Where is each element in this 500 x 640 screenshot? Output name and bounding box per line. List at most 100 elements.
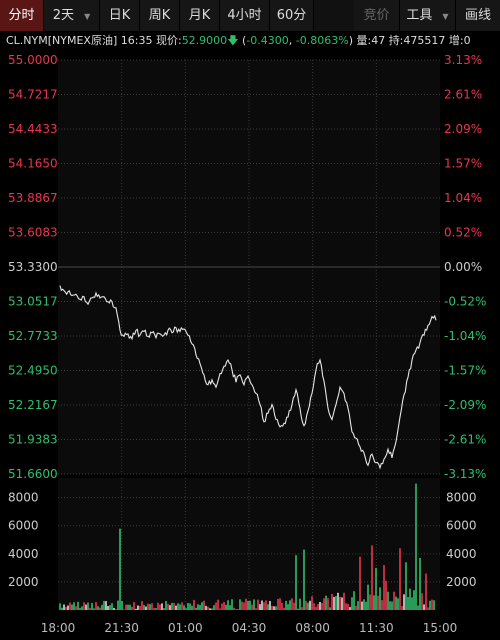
volume-bar (395, 596, 397, 610)
volume-bar (407, 597, 409, 610)
price-tick-label: 51.9383 (8, 433, 58, 447)
volume-bar (187, 603, 189, 610)
volume-bar (103, 600, 105, 610)
volume-bar (277, 598, 279, 610)
volume-bar (169, 605, 171, 610)
price-tick-label: 52.7733 (8, 329, 58, 343)
percent-tick-label: -3.13% (444, 467, 486, 481)
volume-bar (393, 591, 395, 610)
volume-bar (243, 602, 245, 610)
volume-bar (349, 607, 351, 610)
volume-bar (309, 600, 311, 610)
time-tick-label: 15:00 (423, 621, 458, 635)
volume-bar (257, 599, 259, 610)
percent-tick-label: 1.04% (444, 191, 482, 205)
volume-bar (143, 604, 145, 610)
price-tick-label: 54.7217 (8, 88, 58, 102)
volume-bar (319, 602, 321, 610)
volume-bar (165, 601, 167, 610)
volume-bar (425, 573, 427, 610)
volume-bar (163, 608, 165, 610)
volume-bar (399, 548, 401, 610)
volume-bar (413, 590, 415, 610)
volume-bar (173, 602, 175, 610)
volume-bar (113, 608, 115, 610)
volume-bar (367, 584, 369, 610)
volume-bar (331, 594, 333, 610)
volume-bar (141, 601, 143, 610)
volume-bar (431, 599, 433, 610)
volume-bar (85, 604, 87, 610)
price-line (59, 285, 437, 470)
volume-bar (415, 483, 417, 610)
volume-bar (423, 604, 425, 610)
volume-bar (159, 604, 161, 610)
volume-bar (293, 602, 295, 610)
percent-tick-label: 0.00% (444, 260, 482, 274)
volume-bar (93, 608, 95, 610)
volume-bar (109, 605, 111, 610)
tab-4hour[interactable]: 4小时 (220, 0, 270, 31)
volume-bar (377, 595, 379, 610)
tab-label: 分时 (8, 8, 35, 23)
volume-tick-label: 8000 (8, 491, 39, 505)
volume-bar (79, 608, 81, 610)
price-tick-label: 52.4950 (8, 364, 58, 378)
volume-bar (371, 545, 373, 610)
volume-bar (89, 607, 91, 610)
tab-60min[interactable]: 60分 (270, 0, 314, 31)
tab-intraday[interactable]: 分时 (0, 0, 44, 31)
volume-bar (95, 602, 97, 610)
percent-tick-label: -0.52% (444, 295, 486, 309)
volume-bar (111, 603, 113, 610)
volume-bar (87, 602, 89, 610)
time-tick-label: 18:00 (41, 621, 76, 635)
tab-monthly-k[interactable]: 月K (180, 0, 220, 31)
tab-label: 日K (108, 8, 131, 23)
volume-bar (317, 604, 319, 610)
volume-bar (213, 605, 215, 610)
tab-2day[interactable]: 2天 ▼ (44, 0, 100, 31)
volume-bar (67, 605, 69, 610)
tools-menu[interactable]: 工具 ▼ (400, 0, 456, 31)
volume-bar (123, 609, 125, 610)
volume-bar (325, 595, 327, 610)
volume-bar (161, 603, 163, 610)
volume-bar (59, 603, 61, 610)
volume-bar (433, 600, 435, 610)
volume-bar (359, 556, 361, 610)
volume-bar (389, 601, 391, 610)
time-tick-label: 21:30 (104, 621, 139, 635)
volume-bar (155, 608, 157, 610)
percent-change: -0.8063% (295, 34, 349, 47)
time-tick-label: 11:30 (359, 621, 394, 635)
volume-bar (385, 580, 387, 610)
volume-bar (307, 602, 309, 610)
volume-bar (77, 601, 79, 610)
volume-bar (291, 598, 293, 610)
price-tick-label: 53.6083 (8, 226, 58, 240)
auction-button[interactable]: 竞价 (354, 0, 400, 31)
percent-tick-label: 2.61% (444, 88, 482, 102)
volume-bar (263, 602, 265, 610)
volume-bar (303, 549, 305, 610)
volume-bar (329, 607, 331, 610)
volume-bar (369, 594, 371, 610)
volume-bar (261, 600, 263, 610)
volume-bar (61, 607, 63, 610)
percent-tick-label: -1.04% (444, 329, 486, 343)
volume-bar (417, 605, 419, 610)
volume-bar (281, 603, 283, 610)
volume-bar (267, 604, 269, 610)
tab-label: 2天 (52, 8, 75, 23)
volume-bar (149, 604, 151, 610)
volume-bar (205, 605, 207, 610)
tab-daily-k[interactable]: 日K (100, 0, 140, 31)
volume-bar (273, 606, 275, 610)
draw-line-button[interactable]: 画线 (456, 0, 500, 31)
tab-weekly-k[interactable]: 周K (140, 0, 180, 31)
volume-bar (107, 606, 109, 610)
volume-bar (363, 599, 365, 610)
volume-bar (337, 592, 339, 610)
percent-tick-label: 3.13% (444, 53, 482, 67)
